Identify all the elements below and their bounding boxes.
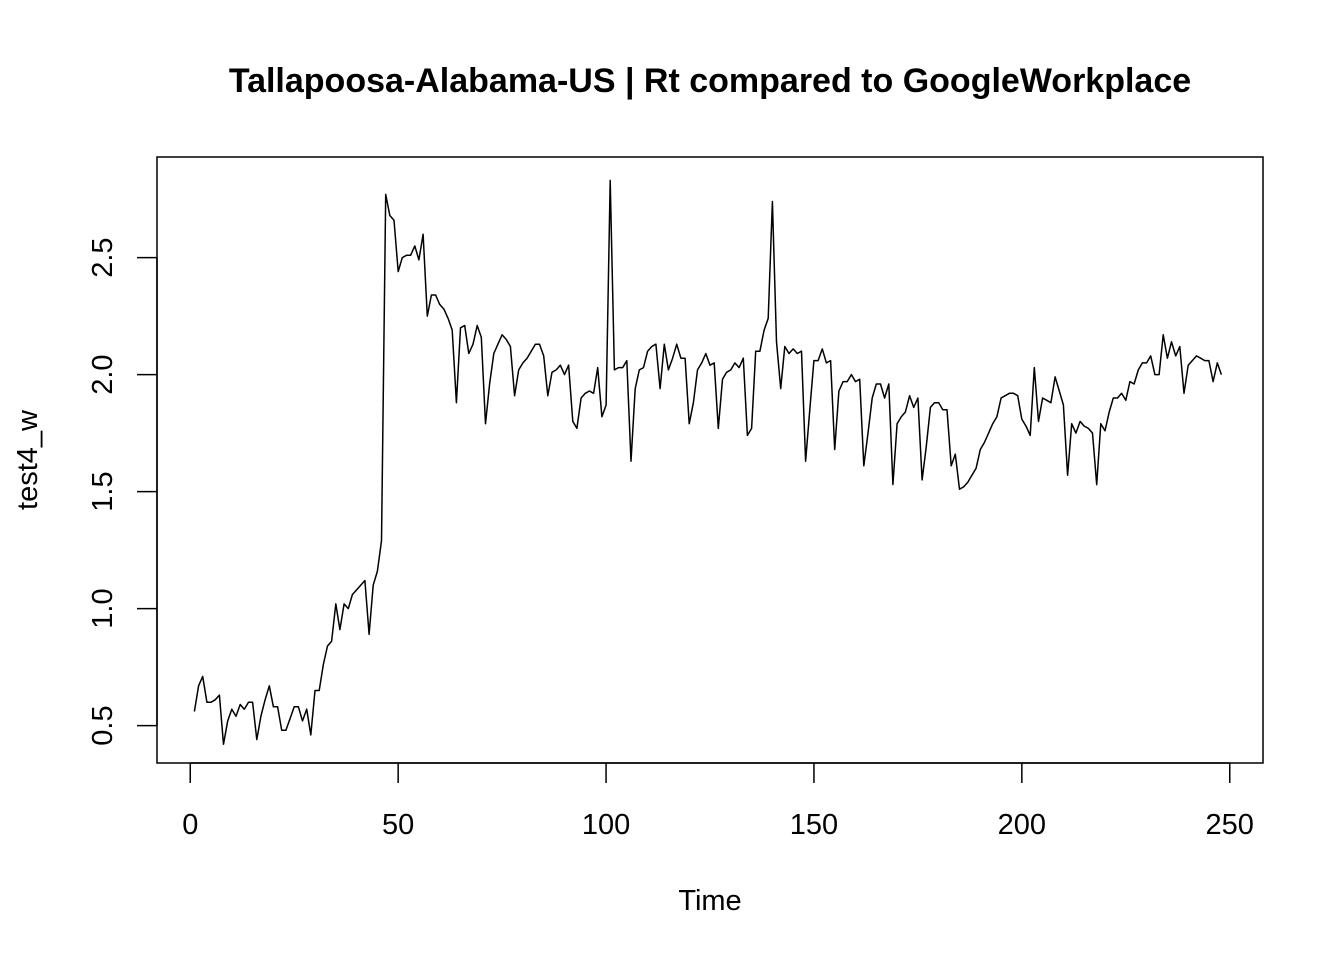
x-axis: 0 50 100 150 200 250 (182, 762, 1254, 841)
y-tick-label: 1.5 (87, 471, 119, 511)
y-tick-label: 2.5 (87, 237, 119, 277)
x-tick-label: 200 (998, 809, 1046, 841)
series-line (193, 179, 1223, 746)
y-tick-label: 2.0 (87, 354, 119, 394)
x-tick-label: 250 (1206, 809, 1254, 841)
y-axis: 0.5 1.0 1.5 2.0 2.5 (87, 237, 158, 746)
y-tick-label: 1.0 (87, 588, 119, 628)
y-axis-label: test4_w (12, 409, 44, 510)
x-axis-label: Time (678, 885, 741, 917)
x-tick-label: 0 (182, 809, 198, 841)
x-tick-label: 150 (790, 809, 838, 841)
x-tick-label: 100 (582, 809, 630, 841)
plot-box (156, 156, 1264, 764)
y-tick-label: 0.5 (87, 705, 119, 745)
x-tick-label: 50 (382, 809, 414, 841)
chart-title: Tallapoosa-Alabama-US | Rt compared to G… (229, 62, 1191, 100)
